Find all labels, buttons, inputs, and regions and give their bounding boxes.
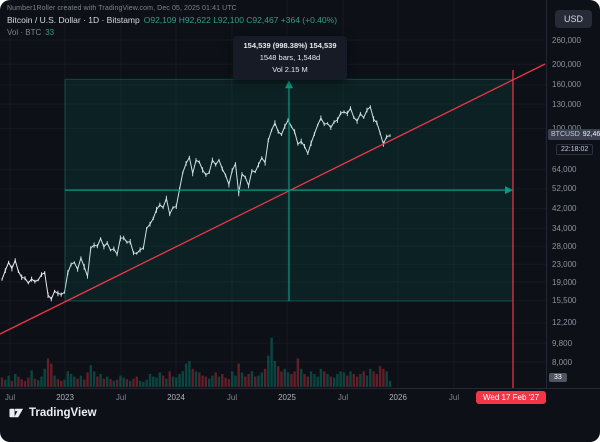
price-tick: 28,000: [552, 241, 577, 251]
price-tick: 130,000: [552, 99, 581, 109]
range-volume-text: Vol 2.15 M: [272, 65, 308, 74]
badge-symbol: BTCUSD: [551, 131, 580, 138]
time-tick: Jul: [4, 393, 16, 402]
price-tick: 23,000: [552, 259, 577, 269]
price-tick: 12,200: [552, 318, 577, 328]
last-price-badge: BTCUSD 92,467: [548, 129, 600, 140]
time-tick: 2026: [389, 393, 407, 402]
time-tick: Jul: [226, 393, 238, 402]
target-date-badge: Wed 17 Feb '27: [476, 391, 547, 404]
price-tick: 34,000: [552, 223, 577, 233]
price-tick: 64,000: [552, 165, 577, 175]
time-tick: Jul: [115, 393, 127, 402]
price-axis[interactable]: BTCUSD 92,467 22:18:02 33 260,000 200,000…: [546, 0, 600, 388]
time-tick: Jul: [448, 393, 460, 402]
tradingview-logo-text: TradingView: [29, 406, 97, 419]
price-tick: 8,000: [552, 357, 573, 367]
price-tick: 260,000: [552, 35, 581, 45]
price-line: [1, 105, 391, 301]
price-tick: 200,000: [552, 59, 581, 69]
price-tick: 100,000: [552, 124, 581, 133]
range-change-text: 154,539 (998.38%) 154,539: [243, 41, 337, 50]
countdown-badge: 22:18:02: [556, 144, 594, 155]
up-arrow-icon: [285, 80, 293, 89]
price-tick: 52,000: [552, 184, 577, 194]
tradingview-logo-icon: [9, 408, 24, 418]
range-tooltip: 154,539 (998.38%) 154,539 1548 bars, 1,5…: [233, 36, 347, 80]
price-tick: 19,000: [552, 277, 577, 287]
range-bars-text: 1548 bars, 1,548d: [259, 53, 321, 62]
time-tick: 2025: [278, 393, 296, 402]
volume-bars: [0, 337, 392, 387]
price-tick: 160,000: [552, 80, 581, 90]
price-tick: 15,500: [552, 296, 577, 306]
time-tick: 2024: [167, 393, 185, 402]
price-tick: 9,800: [552, 338, 573, 348]
currency-button[interactable]: USD: [554, 10, 592, 28]
time-tick: 2023: [56, 393, 74, 402]
price-chart[interactable]: [0, 0, 546, 388]
time-axis[interactable]: Wed 17 Feb '27 Jul 2023 Jul 2024 Jul 2025 Jul 2…: [0, 388, 600, 405]
right-arrow-icon: [505, 186, 513, 195]
badge-price: 92,467: [582, 131, 600, 138]
time-tick: Jul: [337, 393, 349, 402]
price-tick: 42,000: [552, 204, 577, 214]
trend-line: [0, 63, 546, 335]
tradingview-logo[interactable]: TradingView: [9, 405, 97, 420]
volume-axis-badge: 33: [549, 373, 567, 382]
